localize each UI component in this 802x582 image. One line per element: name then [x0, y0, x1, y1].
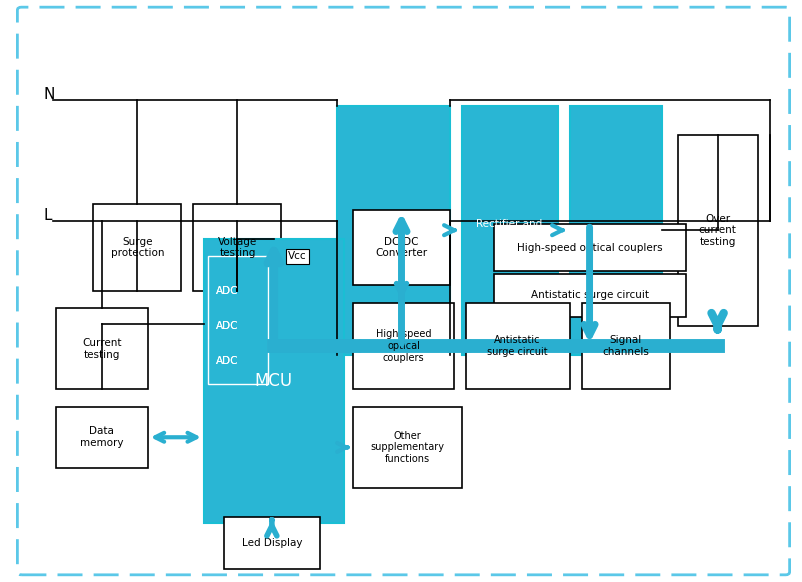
Bar — [224, 517, 319, 569]
Text: Data
memory: Data memory — [80, 427, 124, 448]
Text: Surge
protection: Surge protection — [111, 237, 164, 258]
Text: Current
testing: Current testing — [82, 338, 121, 360]
Text: Vcc: Vcc — [288, 251, 306, 261]
Text: DC-DC
Converter: DC-DC Converter — [375, 237, 427, 258]
Text: LD0(5V): LD0(5V) — [593, 225, 636, 235]
Text: ADC: ADC — [216, 356, 238, 365]
Bar — [193, 204, 282, 291]
Bar — [337, 106, 449, 354]
Text: MCU: MCU — [254, 372, 293, 390]
Bar — [353, 210, 449, 285]
Text: High-speed optical couplers: High-speed optical couplers — [516, 243, 662, 253]
Text: N: N — [44, 87, 55, 102]
Text: ADC: ADC — [216, 321, 238, 331]
Bar — [353, 303, 453, 389]
Bar — [465, 303, 569, 389]
Text: Other
supplementary
functions: Other supplementary functions — [370, 431, 444, 464]
Bar — [461, 106, 557, 354]
Text: Led Display: Led Display — [241, 538, 302, 548]
Bar — [581, 303, 669, 389]
Bar — [55, 407, 148, 468]
Bar — [204, 239, 343, 523]
Text: ADC: ADC — [216, 286, 238, 296]
Text: Rectifier and
filter: Rectifier and filter — [476, 219, 542, 241]
Text: ADC: ADC — [216, 286, 238, 296]
Bar — [93, 204, 181, 291]
Text: Over
current
testing: Over current testing — [698, 214, 735, 247]
Text: High-speed
optical
couplers: High-speed optical couplers — [375, 329, 431, 363]
Text: ADC: ADC — [216, 356, 238, 365]
Text: L: L — [44, 208, 52, 223]
Text: Antistatic
surge circuit: Antistatic surge circuit — [487, 335, 547, 357]
Text: Antistatic surge circuit: Antistatic surge circuit — [530, 290, 648, 300]
Bar — [493, 225, 685, 271]
Bar — [208, 256, 268, 384]
Text: Voltage
testing: Voltage testing — [217, 237, 257, 258]
Bar — [55, 308, 148, 389]
Bar — [353, 407, 461, 488]
Bar — [569, 106, 661, 354]
Text: Industrial
frequency
transformer: Industrial frequency transformer — [362, 214, 424, 247]
Text: Signal
channels: Signal channels — [602, 335, 648, 357]
Bar — [493, 274, 685, 317]
Text: ADC: ADC — [216, 321, 238, 331]
Bar — [677, 134, 756, 326]
